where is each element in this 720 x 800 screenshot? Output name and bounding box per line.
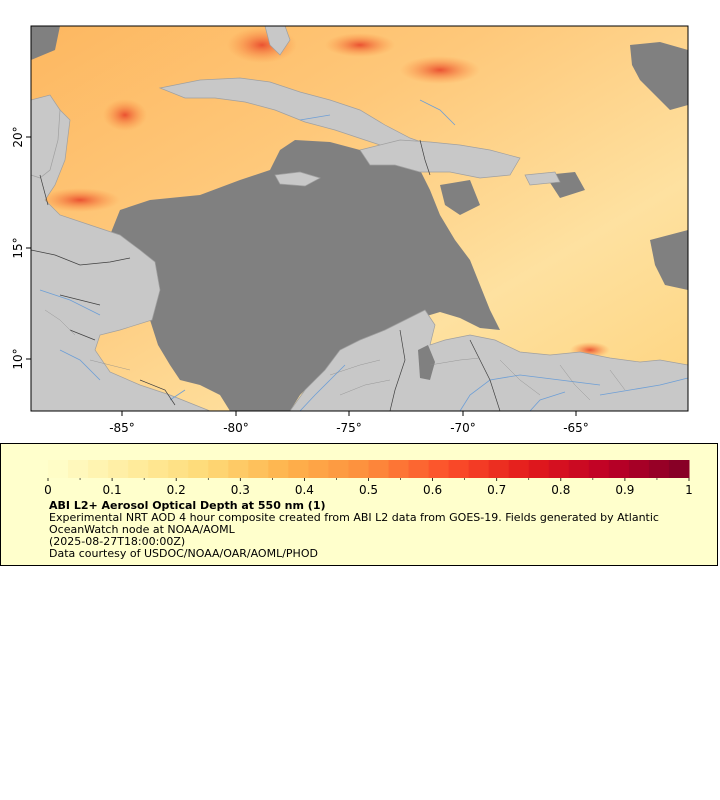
colorbar-tick-label: 0.7: [487, 483, 506, 497]
nodata-patch: [630, 42, 688, 110]
lon-tick-label: -75°: [336, 421, 362, 435]
colorbar-segment: [328, 460, 349, 478]
colorbar-segment: [548, 460, 570, 478]
colorbar-segment: [608, 460, 630, 478]
colorbar-segment: [148, 460, 169, 478]
nodata-caribbean: [110, 140, 500, 411]
colorbar-segment: [488, 460, 510, 478]
colorbar-segment: [348, 460, 369, 478]
colorbar-segment: [388, 460, 410, 478]
colorbar-tick-label: 0: [44, 483, 52, 497]
colorbar-segment: [628, 460, 650, 478]
map-frame: [30, 25, 689, 412]
colorbar-tick-label: 0.1: [103, 483, 122, 497]
colorbar-segment: [108, 460, 129, 478]
colorbar-segment: [48, 460, 69, 478]
land-puerto-rico: [524, 171, 561, 186]
lon-tick-label: -65°: [563, 421, 589, 435]
lat-axis: 20° 15° 10°: [11, 126, 31, 370]
lon-tick-label: -70°: [450, 421, 476, 435]
aod-hotspot: [103, 99, 147, 131]
colorbar-segment: [568, 460, 590, 478]
land-florida: [264, 26, 291, 56]
colorbar-segment: [168, 460, 189, 478]
colorbar: 0 0.1 0.2 0.3 0.4 0.5 0.6 0.7 0.8 0.9 1: [44, 460, 693, 497]
lon-tick-label: -80°: [223, 421, 249, 435]
aod-hotspot: [400, 56, 480, 84]
admin-borders: [44, 309, 626, 401]
colorbar-segment: [188, 460, 209, 478]
lat-tick-label: 10°: [11, 348, 25, 369]
colorbar-tick-label: 0.5: [359, 483, 378, 497]
colorbar-segment: [268, 460, 289, 478]
colorbar-segment: [428, 460, 450, 478]
colorbar-tick-label: 1: [685, 483, 693, 497]
legend-timestamp: (2025-08-27T18:00:00Z): [49, 535, 186, 548]
legend-credit: Data courtesy of USDOC/NOAA/OAR/AOML/PHO…: [49, 547, 318, 560]
colorbar-segment: [128, 460, 149, 478]
lat-tick-label: 15°: [11, 237, 25, 258]
land-jamaica: [274, 171, 321, 187]
legend-text: ABI L2+ Aerosol Optical Depth at 550 nm …: [49, 500, 689, 560]
colorbar-segment: [528, 460, 550, 478]
colorbar-segment: [408, 460, 430, 478]
colorbar-tick-label: 0.6: [423, 483, 442, 497]
land-central-america: [31, 99, 211, 411]
colorbar-segment: [448, 460, 470, 478]
colorbar-segment: [588, 460, 610, 478]
land-south-america: [289, 309, 688, 411]
lon-tick-label: -85°: [109, 421, 135, 435]
land-hispaniola: [359, 139, 521, 179]
colorbar-segment: [308, 460, 329, 478]
colorbar-segment: [288, 460, 309, 478]
colorbar-segment: [228, 460, 249, 478]
legend-panel: 0 0.1 0.2 0.3 0.4 0.5 0.6 0.7 0.8 0.9 1 ABI L2+ Ae…: [0, 443, 718, 566]
colorbar-segment: [88, 460, 109, 478]
colorbar-segment: [248, 460, 269, 478]
country-borders: [31, 139, 501, 411]
land-yucatan: [31, 94, 61, 179]
colorbar-tick-label: 0.9: [615, 483, 634, 497]
aod-hotspot: [40, 188, 120, 212]
nodata-patch: [650, 230, 688, 290]
legend-title: ABI L2+ Aerosol Optical Depth at 550 nm …: [49, 499, 326, 512]
colorbar-tick-label: 0.8: [551, 483, 570, 497]
aod-hotspot: [325, 33, 395, 57]
colorbar-tick-label: 0.3: [231, 483, 250, 497]
colorbar-segment: [68, 460, 89, 478]
map-area: -85° -80° -75° -70° -65° 20° 15° 10°: [11, 25, 689, 435]
lake-maracaibo: [418, 345, 435, 380]
colorbar-segment: [508, 460, 530, 478]
lon-axis: -85° -80° -75° -70° -65°: [109, 411, 589, 435]
colorbar-segment: [208, 460, 229, 478]
colorbar-tick-label: 0.2: [167, 483, 186, 497]
colorbar-segment: [368, 460, 390, 478]
colorbar-segment: [648, 460, 670, 478]
nodata-patch: [440, 180, 480, 215]
colorbar-tick-label: 0.4: [295, 483, 314, 497]
colorbar-segment: [468, 460, 490, 478]
rivers: [39, 99, 688, 411]
aod-map: -85° -80° -75° -70° -65° 20° 15° 10°: [11, 25, 689, 435]
legend-description: Experimental NRT AOD 4 hour composite cr…: [49, 511, 659, 536]
colorbar-segment: [668, 460, 690, 478]
lat-tick-label: 20°: [11, 126, 25, 147]
nodata-patch: [31, 26, 60, 60]
